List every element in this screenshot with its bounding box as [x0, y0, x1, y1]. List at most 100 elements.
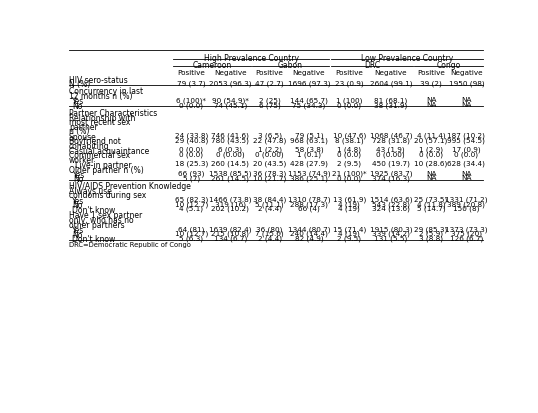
Text: 319 (16): 319 (16) [215, 201, 246, 207]
Text: 288 (17.3): 288 (17.3) [290, 201, 328, 207]
Text: 215 (10.8): 215 (10.8) [211, 230, 249, 237]
Text: Yes: Yes [72, 97, 84, 106]
Text: 10 (12.7): 10 (12.7) [175, 201, 208, 207]
Text: No: No [72, 230, 82, 239]
Text: 4 (11.4): 4 (11.4) [417, 133, 445, 139]
Text: N (%): N (%) [69, 80, 90, 89]
Text: Low Prevalence Country: Low Prevalence Country [361, 54, 453, 63]
Text: 25 (73.5): 25 (73.5) [414, 196, 448, 203]
Text: 1538 (85.5): 1538 (85.5) [209, 170, 252, 177]
Text: 8 (38.1): 8 (38.1) [335, 137, 364, 144]
Text: Positive: Positive [256, 70, 284, 76]
Text: 324 (13.6): 324 (13.6) [372, 206, 410, 212]
Text: 240 (14.4): 240 (14.4) [290, 230, 328, 237]
Text: 1310 (78.7): 1310 (78.7) [288, 196, 330, 203]
Text: 90 (54.9)*: 90 (54.9)* [212, 97, 249, 104]
Text: NA: NA [461, 102, 472, 108]
Text: 0 (0.00): 0 (0.00) [216, 151, 245, 157]
Text: 75 (34.3): 75 (34.3) [293, 102, 325, 108]
Text: 20 (43.5): 20 (43.5) [253, 160, 286, 167]
Text: Partner Characteristics: Partner Characteristics [69, 109, 157, 118]
Text: 339 (14.2): 339 (14.2) [372, 230, 410, 237]
Text: 1915 (80.3): 1915 (80.3) [370, 225, 412, 232]
Text: 1153 (74.9): 1153 (74.9) [288, 170, 330, 177]
Text: 4 (19): 4 (19) [338, 230, 360, 237]
Text: Negative: Negative [293, 70, 325, 76]
Text: 38 (31.9): 38 (31.9) [374, 102, 407, 108]
Text: 1331 (71.2): 1331 (71.2) [445, 196, 487, 203]
Text: HIV sero-status: HIV sero-status [69, 76, 128, 85]
Text: 728 (31.8): 728 (31.8) [372, 137, 410, 144]
Text: 450 (19.7): 450 (19.7) [372, 160, 410, 167]
Text: Don't know: Don't know [72, 235, 115, 244]
Text: 10 (21.7): 10 (21.7) [253, 175, 286, 181]
Text: 780 (43.5): 780 (43.5) [211, 137, 249, 144]
Text: 1696 (97.3): 1696 (97.3) [288, 80, 330, 87]
Text: 389 (20.8): 389 (20.8) [448, 201, 485, 207]
Text: 5 (14.7): 5 (14.7) [417, 206, 445, 212]
Text: 2 (4.4): 2 (4.4) [258, 206, 281, 212]
Text: 21 (100)*: 21 (100)* [332, 170, 367, 177]
Text: No: No [74, 175, 84, 184]
Text: 4 (19): 4 (19) [338, 201, 360, 207]
Text: 428 (27.9): 428 (27.9) [290, 160, 328, 167]
Text: 0 (0.0): 0 (0.0) [337, 175, 362, 181]
Text: 150 (8): 150 (8) [453, 206, 479, 212]
Text: 0 (0.0): 0 (0.0) [179, 151, 203, 157]
Text: only, who has no: only, who has no [69, 216, 133, 224]
Text: Yes: Yes [72, 225, 84, 235]
Text: 0 (0.00): 0 (0.00) [377, 151, 405, 157]
Text: Spouse: Spouse [69, 133, 96, 142]
Text: Negative: Negative [214, 70, 247, 76]
Text: 0 (0.0): 0 (0.0) [337, 102, 362, 108]
Text: 261 (14.5): 261 (14.5) [211, 175, 249, 181]
Text: cohabiting: cohabiting [69, 142, 109, 151]
Text: NA: NA [426, 170, 436, 176]
Text: 29 (85.3): 29 (85.3) [414, 225, 448, 232]
Text: NA: NA [426, 102, 436, 108]
Text: No: No [72, 102, 82, 111]
Text: Live-in partner: Live-in partner [75, 160, 132, 169]
Text: Always use: Always use [69, 186, 112, 195]
Text: 65 (82.3): 65 (82.3) [175, 196, 208, 203]
Text: 6 (100)*: 6 (100)* [176, 97, 206, 104]
Text: 36 (80): 36 (80) [256, 225, 282, 232]
Text: 66 (4): 66 (4) [298, 206, 320, 212]
Text: 1 (2.2): 1 (2.2) [258, 146, 281, 153]
Text: 47 (2.7): 47 (2.7) [255, 80, 284, 87]
Text: most recent sex: most recent sex [69, 118, 130, 127]
Text: 13 (61.9): 13 (61.9) [332, 196, 366, 203]
Text: 543 (22.8): 543 (22.8) [372, 201, 410, 207]
Text: 1068 (46.7): 1068 (46.7) [370, 133, 412, 139]
Text: Congo: Congo [436, 61, 461, 70]
Text: DRC=Democratic Republic of Congo: DRC=Democratic Republic of Congo [69, 242, 190, 247]
Text: 64 (81): 64 (81) [178, 225, 204, 232]
Text: 1950 (98): 1950 (98) [449, 80, 484, 87]
Text: 38 (84.4): 38 (84.4) [253, 196, 286, 203]
Text: NA: NA [461, 97, 472, 103]
Text: No: No [72, 201, 82, 210]
Text: 0 (0.00): 0 (0.00) [255, 151, 284, 157]
Text: Positive: Positive [335, 70, 363, 76]
Text: 995 (54.5): 995 (54.5) [448, 137, 485, 144]
Text: Positive: Positive [178, 70, 205, 76]
Text: 58 (3.8): 58 (3.8) [295, 146, 323, 153]
Text: 79 (3.7): 79 (3.7) [177, 80, 206, 87]
Text: 18 (25.3): 18 (25.3) [175, 160, 208, 167]
Text: 5 (7): 5 (7) [183, 175, 200, 181]
Text: 202 (10.2): 202 (10.2) [211, 206, 249, 212]
Text: Gabon: Gabon [278, 61, 303, 70]
Text: 386 (25.1): 386 (25.1) [290, 175, 328, 181]
Text: 15 (71.4): 15 (71.4) [332, 225, 366, 232]
Text: Positive: Positive [417, 70, 445, 76]
Text: 10 (28.6): 10 (28.6) [414, 160, 448, 167]
Text: Relationship with: Relationship with [69, 113, 135, 122]
Text: 5 (6.3): 5 (6.3) [179, 235, 203, 241]
Text: 1639 (82.4): 1639 (82.4) [209, 225, 252, 232]
Text: 2 (9.5): 2 (9.5) [337, 160, 362, 167]
Text: 39 (2): 39 (2) [420, 80, 442, 87]
Text: 7 (15.6): 7 (15.6) [255, 230, 284, 237]
Text: Negative: Negative [374, 70, 407, 76]
Text: 187 (10.2): 187 (10.2) [448, 133, 485, 139]
Text: 66 (93): 66 (93) [178, 170, 204, 177]
